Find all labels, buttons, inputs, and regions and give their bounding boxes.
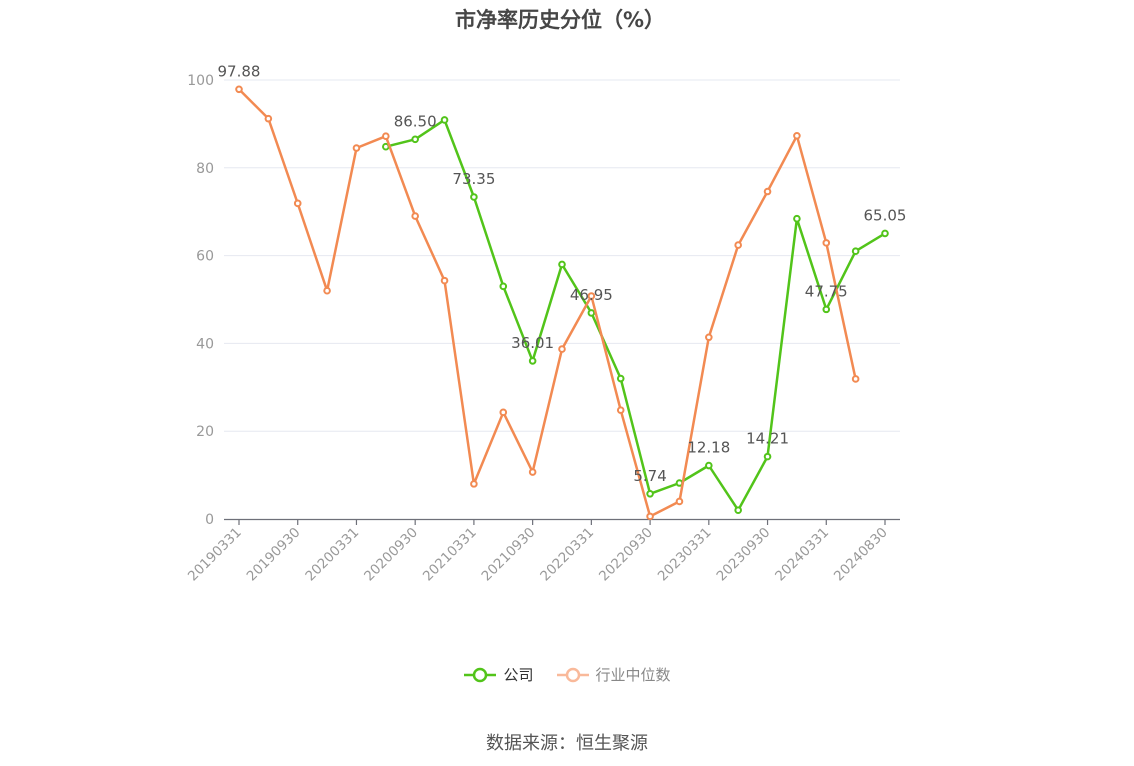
industry-data-point bbox=[822, 239, 831, 247]
x-tick-label: 20240331 bbox=[772, 525, 832, 585]
data-label: 73.35 bbox=[452, 170, 495, 188]
data-label: 12.18 bbox=[687, 439, 730, 457]
industry-data-point bbox=[616, 406, 625, 414]
industry-data-point bbox=[558, 345, 566, 353]
industry-legend-icon bbox=[556, 667, 589, 682]
company-data-point bbox=[793, 214, 801, 223]
industry-data-point bbox=[528, 468, 537, 476]
x-tick-label: 20220331 bbox=[537, 525, 597, 585]
company-data-point bbox=[734, 506, 742, 515]
company-data-point bbox=[528, 357, 537, 365]
industry-data-point bbox=[793, 131, 801, 140]
data-label: 36.01 bbox=[511, 334, 554, 352]
company-data-point bbox=[851, 247, 860, 256]
x-tick-label: 20230331 bbox=[655, 525, 715, 585]
y-tick-label: 20 bbox=[196, 424, 214, 440]
company-data-point bbox=[881, 229, 889, 238]
industry-data-point bbox=[587, 292, 596, 300]
industry-data-point bbox=[411, 212, 419, 220]
industry-data-point bbox=[763, 187, 772, 196]
company-legend-icon bbox=[464, 667, 497, 682]
x-tick-label: 20210331 bbox=[420, 525, 480, 585]
data-source: 数据来源：恒生聚源 bbox=[486, 733, 648, 754]
legend-item-industry[interactable]: 行业中位数 bbox=[556, 664, 671, 685]
x-tick-label: 20190331 bbox=[185, 525, 245, 585]
y-tick-label: 0 bbox=[205, 512, 214, 528]
data-label: 5.74 bbox=[633, 467, 666, 485]
data-label: 86.50 bbox=[394, 112, 437, 130]
company-data-point bbox=[558, 260, 566, 269]
x-tick-label: 20220930 bbox=[596, 525, 656, 585]
industry-data-point bbox=[470, 480, 478, 488]
data-label: 65.05 bbox=[864, 206, 907, 224]
industry-data-point bbox=[499, 408, 508, 417]
industry-data-point bbox=[851, 375, 860, 383]
x-tick-label: 20190930 bbox=[244, 525, 304, 585]
legend-label-company: 公司 bbox=[503, 666, 534, 684]
company-series-line bbox=[385, 118, 886, 512]
industry-data-point bbox=[705, 333, 713, 342]
industry-data-point bbox=[293, 199, 302, 208]
x-tick-label: 20210930 bbox=[479, 525, 539, 585]
industry-series-line bbox=[238, 88, 857, 518]
industry-data-point bbox=[675, 497, 684, 506]
chart-legend: 公司 行业中位数 bbox=[0, 664, 1134, 685]
x-tick-label: 20200331 bbox=[302, 525, 362, 585]
industry-data-point bbox=[235, 85, 243, 94]
industry-data-point bbox=[440, 276, 449, 285]
industry-data-point bbox=[352, 144, 361, 152]
data-label: 14.21 bbox=[746, 430, 789, 448]
data-label: 46.95 bbox=[570, 286, 613, 304]
company-data-point bbox=[470, 193, 478, 201]
data-label: 47.75 bbox=[805, 282, 848, 300]
x-tick-label: 20200930 bbox=[361, 525, 421, 585]
industry-data-point bbox=[264, 114, 273, 123]
company-data-point bbox=[822, 305, 831, 314]
company-data-point bbox=[646, 490, 654, 498]
x-tick-label: 20230930 bbox=[713, 525, 773, 585]
company-data-point bbox=[616, 374, 625, 383]
chart-title: 市净率历史分位（%） bbox=[454, 8, 666, 32]
y-tick-label: 100 bbox=[187, 73, 214, 89]
company-data-point bbox=[763, 452, 772, 461]
industry-data-point bbox=[323, 286, 331, 295]
company-data-point bbox=[587, 309, 596, 317]
data-label: 97.88 bbox=[218, 62, 261, 80]
industry-data-point bbox=[734, 241, 742, 249]
y-tick-label: 60 bbox=[196, 249, 214, 265]
y-tick-label: 80 bbox=[196, 161, 214, 177]
industry-data-point bbox=[646, 512, 654, 521]
x-tick-label: 20240830 bbox=[831, 525, 891, 585]
company-data-point bbox=[499, 282, 508, 291]
company-data-point bbox=[705, 461, 713, 470]
legend-item-company[interactable]: 公司 bbox=[463, 664, 534, 685]
y-tick-label: 40 bbox=[196, 336, 214, 352]
company-data-point bbox=[411, 135, 419, 144]
legend-label-industry: 行业中位数 bbox=[595, 666, 671, 684]
company-data-point bbox=[440, 116, 449, 124]
industry-data-point bbox=[382, 132, 390, 140]
